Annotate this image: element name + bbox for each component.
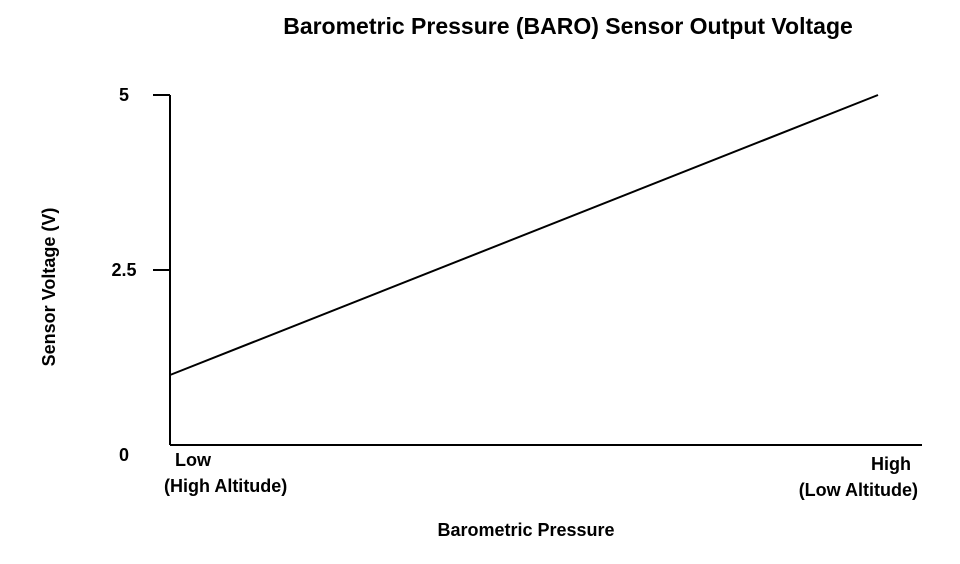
x-tick-label: Low [175, 450, 212, 470]
y-tick-label: 5 [119, 85, 129, 105]
x-axis-label: Barometric Pressure [437, 520, 614, 540]
x-tick-label: (Low Altitude) [799, 480, 918, 500]
x-tick-label: (High Altitude) [164, 476, 287, 496]
y-tick-label: 0 [119, 445, 129, 465]
x-tick-label: High [871, 454, 911, 474]
y-tick-label: 2.5 [111, 260, 136, 280]
data-line [169, 94, 879, 376]
y-axis-label: Sensor Voltage (V) [39, 208, 59, 367]
chart-title: Barometric Pressure (BARO) Sensor Output… [283, 13, 853, 39]
